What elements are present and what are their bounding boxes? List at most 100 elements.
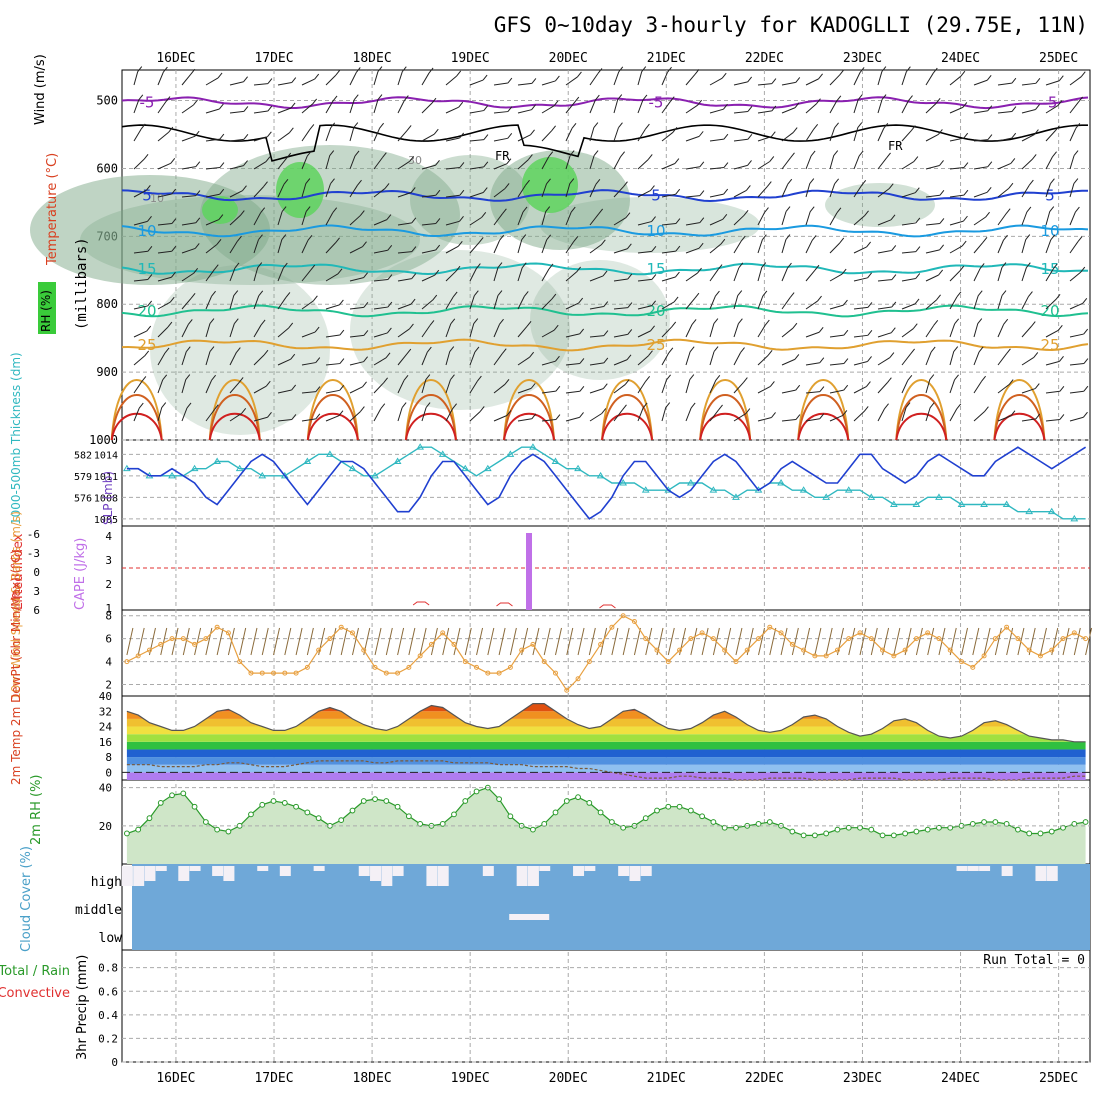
isotherm-label: 20: [137, 302, 156, 320]
rh2m-marker: [405, 813, 412, 820]
wind-barb: [517, 296, 525, 310]
wind-barb: [829, 212, 838, 226]
thickness-marker: [506, 450, 515, 457]
wind-barb: [301, 331, 316, 338]
wind10m-marker: [936, 636, 942, 642]
wind10m-barb: [904, 627, 912, 656]
surface-isotherm-loop: [208, 379, 261, 441]
wind10m-marker: [496, 670, 502, 676]
wind-barb: [613, 71, 620, 86]
wind-barb-feather: [620, 151, 626, 157]
cape-bar: [526, 533, 533, 610]
high-cloud-gap: [967, 866, 979, 871]
rh2m-marker: [225, 828, 232, 835]
wind10m-marker: [316, 647, 322, 653]
wind-barb: [205, 219, 220, 226]
wind-barb-feather: [963, 215, 968, 222]
wind-barb: [901, 407, 907, 422]
wind-barb: [877, 408, 886, 422]
wind-barb: [301, 240, 309, 254]
wind-barb: [325, 212, 334, 226]
rh2m-marker: [665, 803, 672, 810]
date-label-bottom: 24DEC: [941, 1071, 980, 1086]
wind-barb-feather: [193, 267, 199, 274]
wind-barb-feather: [787, 262, 792, 269]
temp-tick-label: 40: [99, 690, 112, 703]
wind-barb: [1021, 159, 1033, 170]
isotherm-label: 15: [1040, 260, 1059, 278]
wind-barb-feather: [186, 402, 192, 409]
cloud-axis-title: Cloud Cover (%): [19, 846, 34, 952]
wind-barb-feather: [594, 94, 600, 101]
rh2m-marker: [766, 819, 773, 825]
wind-barb: [349, 184, 358, 198]
wind10m-marker: [846, 636, 852, 642]
rh2m-marker: [135, 826, 142, 833]
wind-barb: [349, 215, 361, 226]
wind10m-marker: [383, 670, 389, 676]
wind-barb: [685, 324, 693, 338]
wind-barb: [853, 411, 865, 422]
wind-barb: [733, 214, 745, 226]
wind-barb-feather: [435, 189, 441, 196]
wind-barb: [925, 72, 934, 86]
wind-barb-feather: [213, 404, 219, 411]
surface-isotherm-loop: [601, 394, 654, 441]
wind-barb: [469, 79, 484, 86]
wind-barb: [661, 131, 674, 142]
pressure-axis-title: (millibars): [74, 237, 90, 330]
wind-barb: [157, 162, 171, 170]
wind-barb: [517, 418, 532, 422]
wind-barb: [997, 324, 1005, 338]
wind-barb-feather: [914, 187, 920, 193]
wind-barb: [661, 101, 671, 114]
isotherm-line: [121, 338, 1089, 352]
high-cloud-gap: [392, 866, 404, 876]
wind-barb: [373, 71, 379, 86]
wind10m-axis-title: 10m Wind Speed & Barbs (m/s): [9, 511, 23, 700]
wind-barb: [493, 323, 501, 338]
rh2m-marker: [304, 809, 311, 816]
wind-barb-feather: [281, 234, 287, 240]
wind-barb-feather: [548, 151, 554, 158]
wind-barb-feather: [866, 241, 872, 248]
wind10m-barb: [329, 627, 337, 656]
wind-barb: [421, 299, 434, 310]
wind-barb-feather: [434, 269, 440, 276]
wind-barb-feather: [881, 66, 887, 72]
wind-barb-feather: [283, 179, 289, 185]
high-cloud-gap: [640, 866, 652, 876]
wind-barb-feather: [650, 325, 655, 332]
wind-barb-feather: [979, 263, 985, 269]
wind10m-barb: [667, 627, 675, 656]
wind10m-barb: [994, 627, 1002, 656]
wind10m-barb: [453, 627, 461, 656]
wind-barb: [325, 100, 334, 114]
wind-barb-feather: [1059, 385, 1065, 392]
wind-barb-feather: [329, 150, 335, 156]
wind10m-marker: [913, 636, 919, 642]
thickness-marker: [1025, 507, 1034, 515]
thickness-marker: [235, 464, 244, 472]
wind-barb: [613, 359, 628, 366]
wind-barb: [397, 303, 412, 310]
surface-isotherm-loop: [306, 394, 359, 441]
wind-barb: [685, 297, 696, 310]
wind-barb-feather: [769, 156, 775, 162]
wind-barb-feather: [883, 122, 889, 129]
isotherm-label: -5: [140, 94, 155, 112]
rh2m-tick-label: 40: [99, 782, 112, 795]
wind-barb: [421, 133, 435, 142]
wind-barb: [1045, 80, 1060, 86]
wind-barb: [733, 240, 742, 254]
wind-barb-feather: [1049, 206, 1055, 212]
wind-barb-feather: [507, 133, 513, 139]
wind-barb-feather: [243, 160, 248, 166]
wind10m-marker: [293, 670, 299, 676]
wind-barb: [997, 295, 1003, 310]
wind-barb-feather: [601, 408, 607, 414]
wind-barb-feather: [499, 318, 504, 325]
wind-barb-feather: [211, 374, 217, 381]
precip-tick-label: 0.6: [98, 985, 118, 998]
wind10m-barb: [859, 627, 867, 656]
